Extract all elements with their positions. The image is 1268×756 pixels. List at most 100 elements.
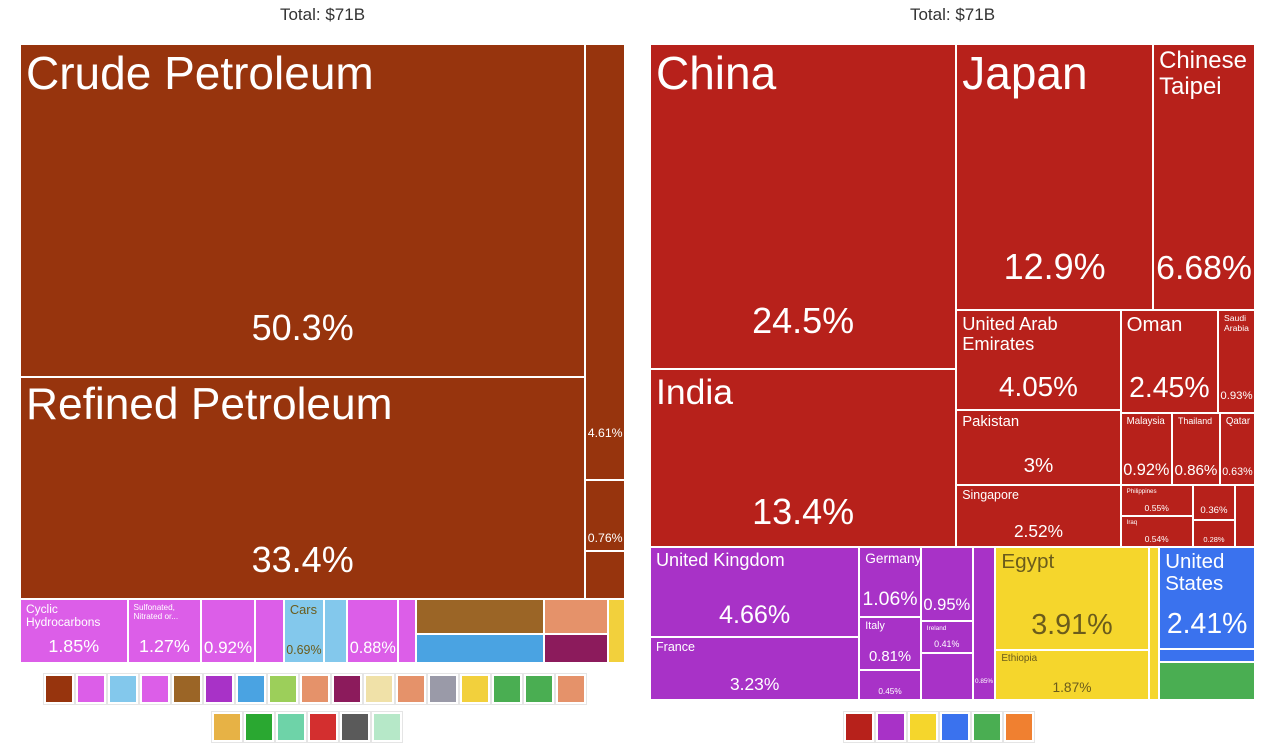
tile-value: 1.06% [862, 588, 918, 611]
legend-icon [875, 711, 907, 743]
treemap-tile: 0.95% [920, 546, 973, 622]
legend-icon [235, 673, 267, 705]
tile-value: 0.95% [923, 594, 971, 614]
tile-label: France [656, 640, 696, 655]
tile-label: Sulfonated, Nitrated or... [133, 602, 179, 621]
tile-label: Qatar [1225, 415, 1251, 427]
tile-label: Cyclic Hydrocarbons [26, 601, 101, 629]
tile-value: 0.93% [1220, 389, 1253, 402]
tile-label: India [656, 372, 734, 413]
legend-icon [427, 673, 459, 705]
tile-label: China [656, 47, 777, 99]
treemap-tile [607, 598, 625, 663]
treemap-tile: 0.45% [859, 670, 921, 700]
legend-icon [171, 673, 203, 705]
tile-label: Japan [962, 47, 1088, 99]
legend-icon [267, 673, 299, 705]
treemap-tile [323, 598, 348, 663]
tile-label: Pakistan [962, 414, 1020, 431]
tile-value: 0.86% [1174, 461, 1218, 479]
treemap-tile: Thailand 0.86% [1171, 412, 1220, 486]
legend-icon [939, 711, 971, 743]
treemap-tile: 4.61% [585, 44, 625, 480]
legend-icon [371, 711, 403, 743]
treemap-tile: 0.92% [201, 598, 255, 663]
treemap-tile: 0.76% [585, 479, 625, 552]
tile-value: 0.88% [349, 638, 396, 657]
treemap-tile [415, 598, 544, 634]
tile-value: 1.87% [1052, 679, 1092, 695]
legend-icon [243, 711, 275, 743]
chart-title: Total: $71B [909, 5, 996, 24]
treemap-tile: Iraq 0.54% [1120, 516, 1193, 547]
tile-label: Thailand [1177, 415, 1213, 426]
tile-label: Cars [289, 601, 318, 617]
legend-icon [1003, 711, 1035, 743]
tile-label: United States [1165, 549, 1225, 596]
treemap-tile: Chinese Taipei 6.68% [1153, 44, 1255, 311]
legend-icon [971, 711, 1003, 743]
tile-value: 1.85% [48, 636, 100, 657]
legend-icon [211, 711, 243, 743]
treemap-tile [1159, 661, 1255, 700]
tile-value: 0.76% [587, 530, 623, 545]
legend-icon [843, 711, 875, 743]
tile-value: 0.55% [1144, 502, 1169, 513]
tile-value: 3.23% [729, 673, 780, 694]
tile-value: 0.85% [975, 677, 994, 685]
treemap-tile: United Arab Emirates 4.05% [956, 310, 1121, 411]
tile-value: 2.52% [1013, 520, 1063, 541]
treemap-tile [1159, 649, 1255, 662]
legend-icon [907, 711, 939, 743]
legend-icon [107, 673, 139, 705]
treemap-tile: Refined Petroleum 33.4% [20, 377, 586, 599]
treemap-tile: Egypt 3.91% [995, 546, 1149, 651]
tile-value: 0.92% [203, 638, 253, 658]
tile-value: 1.27% [139, 636, 190, 657]
treemap-tile: United States 2.41% [1159, 546, 1255, 650]
treemap-tile: Oman 2.45% [1120, 310, 1219, 413]
legend-icon [75, 673, 107, 705]
legend-icon [307, 711, 339, 743]
tile-value: 6.68% [1156, 248, 1252, 287]
legend-icon [523, 673, 555, 705]
treemap-tile: France 3.23% [650, 637, 860, 700]
tile-value: 0.36% [1200, 505, 1228, 517]
tile-value: 0.81% [868, 648, 912, 665]
tile-label: Iraq [1126, 519, 1138, 527]
tile-value: 0.45% [878, 687, 902, 697]
legend-icon [395, 673, 427, 705]
treemap-tile: Japan 12.9% [956, 44, 1154, 311]
treemap-tile: Italy 0.81% [859, 616, 921, 671]
legend-icon [275, 711, 307, 743]
treemap-tile [1148, 546, 1160, 700]
treemap-tile: Sulfonated, Nitrated or... 1.27% [127, 598, 202, 663]
tile-value: 0.41% [934, 639, 960, 650]
treemap-tile [415, 633, 544, 663]
treemap-tile: Cyclic Hydrocarbons 1.85% [20, 598, 128, 663]
treemap-tile: Crude Petroleum 50.3% [20, 44, 586, 378]
treemap-tile [254, 598, 284, 663]
treemap-tile: Singapore 2.52% [956, 484, 1121, 547]
tile-label: Saudi Arabia [1224, 313, 1249, 333]
tile-label: Egypt [1001, 549, 1055, 573]
legend-icon [491, 673, 523, 705]
legend-icon [139, 673, 171, 705]
tile-label: Refined Petroleum [26, 380, 393, 430]
tile-label: Malaysia [1126, 415, 1165, 427]
tile-label: Chinese Taipei [1159, 47, 1247, 101]
tile-label: Crude Petroleum [26, 47, 374, 99]
tile-label: Ireland [926, 625, 947, 633]
treemap-tile: Ethiopia 1.87% [995, 650, 1149, 700]
tile-label: Oman [1126, 313, 1183, 337]
tile-value: 50.3% [251, 307, 354, 349]
tile-value: 3.91% [1031, 609, 1113, 642]
tile-label: United Arab Emirates [962, 313, 1058, 355]
tile-label: Germany [865, 550, 921, 566]
tile-value: 0.28% [1203, 534, 1225, 544]
treemap-tile [585, 551, 625, 599]
treemap-tile: China 24.5% [650, 44, 957, 370]
treemap-tile: Malaysia 0.92% [1120, 412, 1172, 486]
treemap-tile: Pakistan 3% [956, 410, 1121, 485]
